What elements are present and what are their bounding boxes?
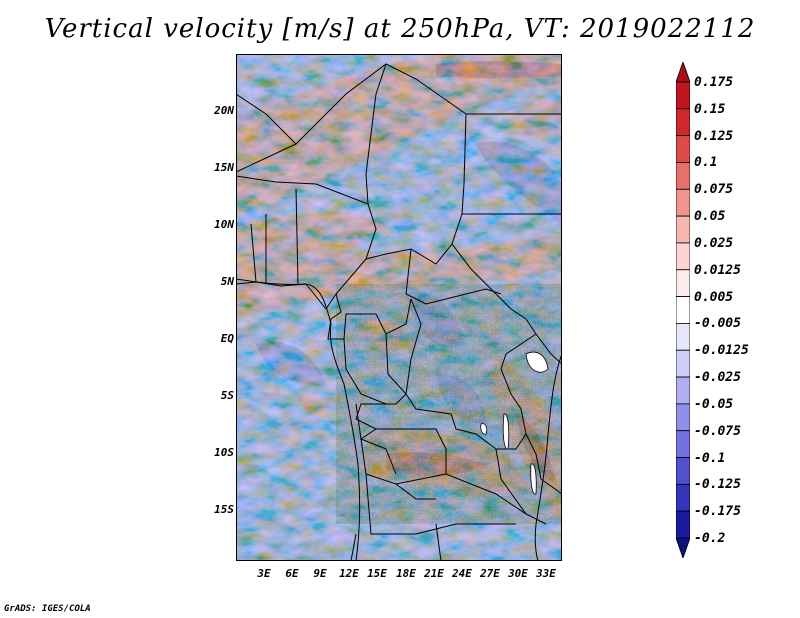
colorbar-segment — [676, 108, 690, 137]
colorbar-segment — [676, 349, 690, 378]
colorbar-segment — [676, 403, 690, 432]
colorbar-label: 0.05 — [694, 209, 726, 225]
colorbar-label: -0.125 — [694, 477, 741, 493]
colorbar-segment — [676, 323, 690, 351]
colorbar-label: -0.025 — [694, 370, 741, 386]
lon-label-18e: 18E — [396, 567, 416, 580]
map-frame — [236, 54, 562, 561]
map-panel — [236, 54, 562, 561]
colorbar-segment — [676, 215, 690, 244]
colorbar-label: -0.175 — [694, 504, 741, 520]
colorbar-label: 0.0125 — [694, 262, 741, 278]
colorbar-label: 0.025 — [694, 235, 734, 251]
lat-label-10s: 10S — [214, 446, 234, 459]
colorbar-segment — [676, 81, 690, 110]
colorbar-label: 0.075 — [694, 182, 734, 198]
lon-label-33e: 33E — [536, 567, 556, 580]
lat-label-5s: 5S — [220, 389, 234, 402]
colorbar-segment — [676, 188, 690, 217]
colorbar-label: 0.175 — [694, 75, 734, 90]
colorbar-segment — [676, 296, 690, 324]
colorbar-top-arrow — [676, 62, 690, 83]
colorbar-segment — [676, 269, 690, 297]
colorbar — [676, 62, 690, 558]
lat-label-10n: 10N — [214, 218, 234, 231]
colorbar-label: 0.125 — [694, 128, 734, 144]
lon-label-12e: 12E — [339, 567, 359, 580]
lon-label-30e: 30E — [508, 567, 528, 580]
colorbar-bottom-arrow — [676, 537, 690, 558]
colorbar-label: -0.0125 — [694, 343, 749, 359]
lon-label-15e: 15E — [367, 567, 387, 580]
lon-label-6e: 6E — [285, 567, 299, 580]
colorbar-label: 0.15 — [694, 101, 726, 117]
footer-credit: GrADS: IGES/COLA — [4, 604, 91, 614]
colorbar-segment — [676, 430, 690, 458]
colorbar-segment — [676, 510, 690, 539]
lakes — [480, 351, 549, 495]
lat-label-eq: EQ — [220, 332, 234, 345]
coastline — [236, 278, 562, 561]
colorbar-label: 0.005 — [694, 289, 734, 305]
colorbar-segment — [676, 162, 690, 190]
colorbar-segment — [676, 457, 690, 485]
lon-label-9e: 9E — [313, 567, 327, 580]
lat-label-5n: 5N — [220, 275, 234, 288]
colorbar-label: 0.1 — [694, 155, 718, 171]
lon-label-27e: 27E — [480, 567, 500, 580]
colorbar-label: -0.005 — [694, 316, 741, 332]
colorbar-label: -0.2 — [694, 531, 726, 546]
lat-label-15s: 15S — [214, 503, 234, 516]
colorbar-segment — [676, 376, 690, 405]
colorbar-segment — [676, 483, 690, 512]
colorbar-segment — [676, 135, 690, 163]
colorbar-segment — [676, 242, 690, 271]
lon-label-3e: 3E — [257, 567, 271, 580]
colorbar-label: -0.05 — [694, 396, 734, 412]
colorbar-label: -0.1 — [694, 450, 726, 466]
lon-label-21e: 21E — [424, 567, 444, 580]
lat-label-20n: 20N — [214, 104, 234, 117]
lon-label-24e: 24E — [452, 567, 472, 580]
colorbar-label: -0.075 — [694, 423, 741, 439]
chart-title: Vertical velocity [m/s] at 250hPa, VT: 2… — [44, 14, 756, 44]
lat-label-15n: 15N — [214, 161, 234, 174]
country-borders — [236, 63, 562, 561]
